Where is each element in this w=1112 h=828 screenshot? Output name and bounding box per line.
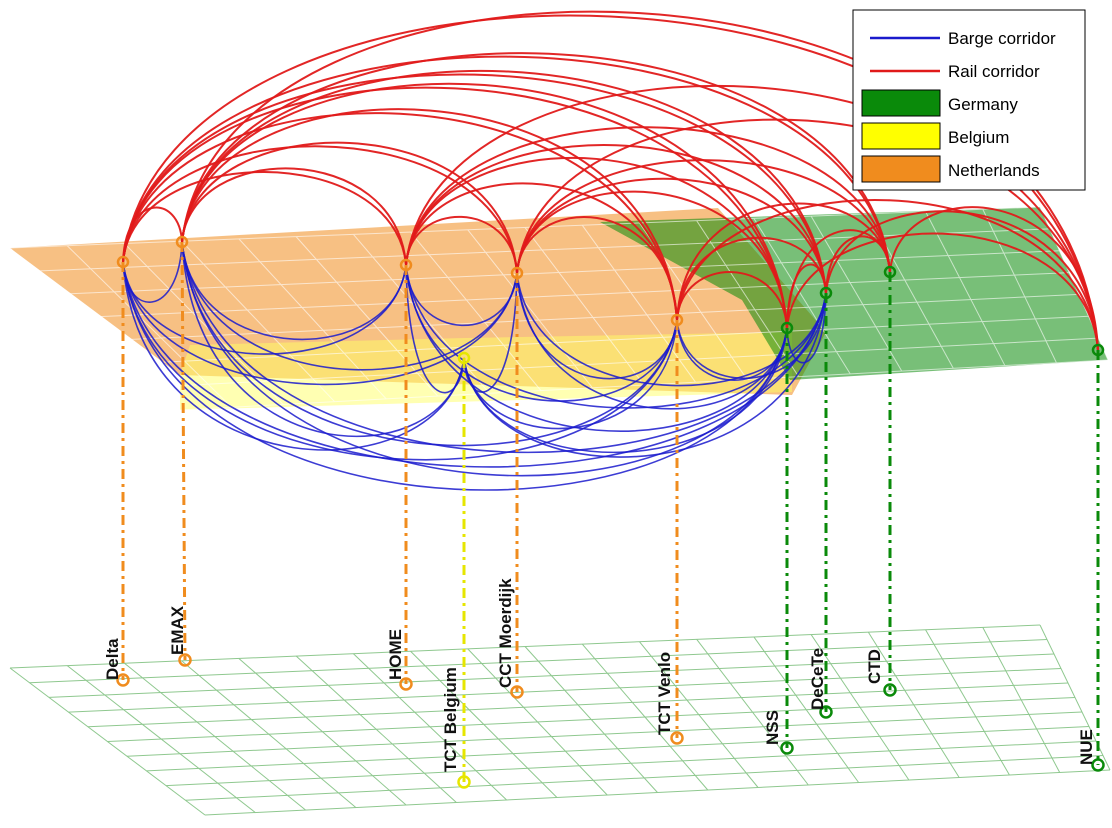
marker-lower-home <box>399 677 413 691</box>
rail-edge <box>181 82 788 329</box>
legend: Barge corridor Rail corridor Germany Bel… <box>852 9 1086 191</box>
rail-edge <box>516 190 788 329</box>
legend-swatch-netherlands <box>861 155 941 183</box>
barge-edge <box>122 261 518 386</box>
marker-lower-delta <box>116 673 130 687</box>
map-plane <box>9 206 1109 411</box>
legend-swatch-belgium <box>861 122 941 150</box>
rail-edge <box>516 177 827 294</box>
terminal-labels: Delta EMAX HOME TCT Belgium CCT Moerdijk… <box>103 578 1096 772</box>
rail-edge <box>516 216 678 321</box>
rail-edge <box>181 108 678 321</box>
terminal-label-cct-moerdijk: CCT Moerdijk <box>496 578 515 688</box>
marker-lower-ctd <box>883 683 897 697</box>
rail-edge <box>181 69 827 294</box>
rail-edge <box>122 73 827 294</box>
barge-edge <box>122 261 678 461</box>
rail-edge <box>181 52 891 273</box>
marker-upper-emax <box>175 235 189 249</box>
marker-lower-nss <box>780 741 794 755</box>
rail-edge <box>516 159 891 274</box>
legend-label-belgium: Belgium <box>948 128 1009 147</box>
rail-edge <box>676 199 1099 351</box>
legend-label-germany: Germany <box>948 95 1018 114</box>
barge-edge <box>463 292 827 458</box>
barge-edge <box>463 319 678 430</box>
barge-edge <box>405 264 788 432</box>
terminal-label-nue: NUE <box>1077 729 1096 765</box>
rail-edge <box>405 144 827 294</box>
terminal-label-decete: DeCeTe <box>808 648 827 710</box>
barge-edge <box>676 319 788 381</box>
drop-line-emax <box>180 241 187 661</box>
marker-lower-decete <box>819 705 833 719</box>
terminal-markers <box>116 235 1105 789</box>
barge-edge <box>181 241 827 454</box>
rail-edge <box>122 55 891 273</box>
rail-edge <box>516 118 1099 351</box>
terminal-label-ctd: CTD <box>865 649 884 684</box>
barge-edge <box>676 292 827 380</box>
marker-upper-tct-venlo <box>670 313 684 327</box>
germany-region <box>600 207 1108 380</box>
barge-edge <box>786 292 827 364</box>
rail-edge <box>676 271 788 329</box>
marker-upper-nss <box>780 321 794 335</box>
terminal-label-emax: EMAX <box>168 605 187 655</box>
legend-label-barge: Barge corridor <box>948 29 1056 48</box>
rail-edge <box>676 202 891 321</box>
terminal-label-delta: Delta <box>103 638 122 680</box>
marker-upper-decete <box>819 286 833 300</box>
terminal-label-tct-venlo: TCT Venlo <box>655 652 674 735</box>
belgium-region <box>180 332 792 410</box>
barge-edge <box>516 272 827 387</box>
legend-label-netherlands: Netherlands <box>948 161 1040 180</box>
barge-edge <box>463 272 518 393</box>
rail-edge <box>825 210 1099 351</box>
barge-edge <box>181 241 788 477</box>
marker-lower-nue <box>1091 758 1105 772</box>
marker-upper-home <box>399 258 413 272</box>
rail-edge <box>122 86 788 329</box>
terminal-drop-lines <box>121 241 1100 782</box>
rail-edge <box>181 167 407 266</box>
terminal-label-home: HOME <box>386 629 405 680</box>
legend-label-rail: Rail corridor <box>948 62 1040 81</box>
rail-edge <box>405 84 1099 351</box>
barge-edge <box>181 241 518 371</box>
terminal-label-tct-belgium: TCT Belgium <box>441 667 460 772</box>
barge-edge <box>122 261 465 451</box>
rail-edge <box>889 206 1099 351</box>
rail-edge <box>122 112 678 321</box>
marker-upper-delta <box>116 255 130 269</box>
marker-upper-nue <box>1091 343 1105 357</box>
barge-edge <box>122 261 827 468</box>
ground-grid <box>9 624 1111 816</box>
marker-upper-cct-moerdijk <box>510 266 524 280</box>
rail-edge <box>786 232 1099 351</box>
marker-lower-tct-belgium <box>457 775 471 789</box>
barge-edge <box>405 264 678 402</box>
barge-edge <box>181 241 407 341</box>
barge-edge <box>405 264 827 409</box>
barge-edge <box>516 272 788 410</box>
legend-swatch-germany <box>861 89 941 117</box>
rail-edge <box>181 141 518 274</box>
rail-edge <box>405 156 788 329</box>
marker-upper-tct-belgium <box>457 351 471 365</box>
barge-corridor-edges <box>122 241 827 491</box>
barge-edge <box>463 327 788 454</box>
marker-lower-cct-moerdijk <box>510 685 524 699</box>
rail-edge <box>122 145 518 274</box>
marker-lower-tct-venlo <box>670 731 684 745</box>
rail-edge <box>122 171 407 266</box>
terminal-label-nss: NSS <box>763 710 782 745</box>
marker-upper-ctd <box>883 265 897 279</box>
marker-lower-emax <box>178 653 192 667</box>
